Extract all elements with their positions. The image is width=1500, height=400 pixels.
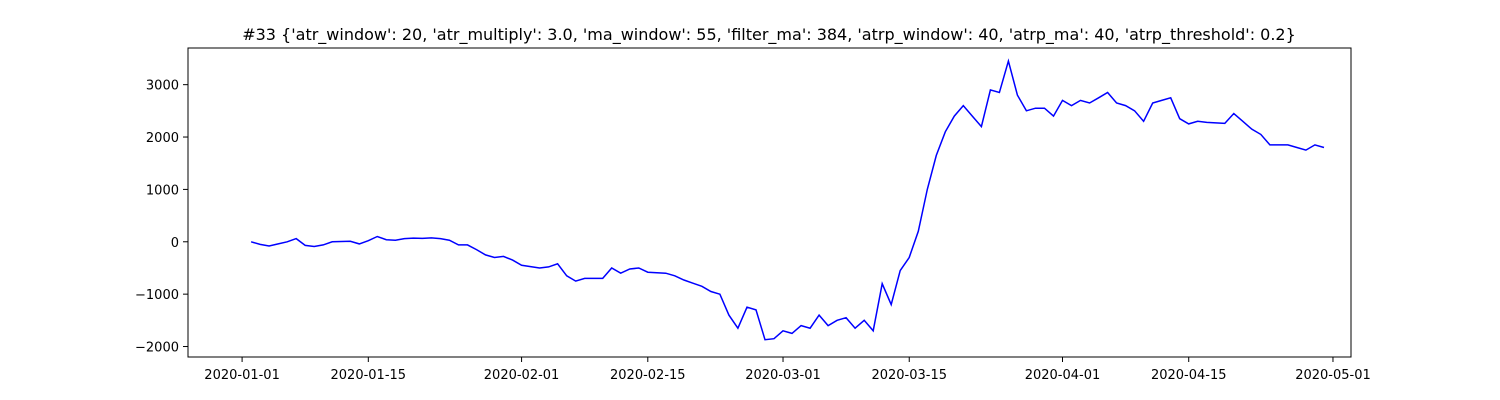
series-line — [250, 58, 1325, 341]
y-tick-label: −2000 — [135, 341, 179, 356]
y-axis: −2000 −1000 0 1000 2000 3000 — [135, 79, 188, 356]
x-tick-label: 2020-04-15 — [1151, 368, 1227, 383]
y-tick-label: 1000 — [146, 183, 179, 198]
x-tick-label: 2020-04-01 — [1025, 368, 1101, 383]
x-tick-label: 2020-03-15 — [871, 368, 947, 383]
y-tick-label: 3000 — [146, 79, 179, 94]
x-axis: 2020-01-01 2020-01-15 2020-02-01 2020-02-15… — [204, 357, 1371, 383]
chart-title: #33 {'atr_window': 20, 'atr_multiply': 3… — [242, 25, 1296, 45]
x-tick-label: 2020-02-01 — [484, 368, 560, 383]
plot-area — [188, 48, 1351, 357]
plot-frame — [187, 47, 1352, 358]
y-tick-label: −1000 — [135, 288, 179, 303]
y-tick-label: 2000 — [146, 131, 179, 146]
x-tick-label: 2020-05-01 — [1295, 368, 1371, 383]
x-tick-label: 2020-01-15 — [331, 368, 407, 383]
x-tick-label: 2020-02-15 — [610, 368, 686, 383]
x-tick-label: 2020-01-01 — [204, 368, 280, 383]
x-tick-label: 2020-03-01 — [745, 368, 821, 383]
y-tick-label: 0 — [171, 236, 179, 251]
